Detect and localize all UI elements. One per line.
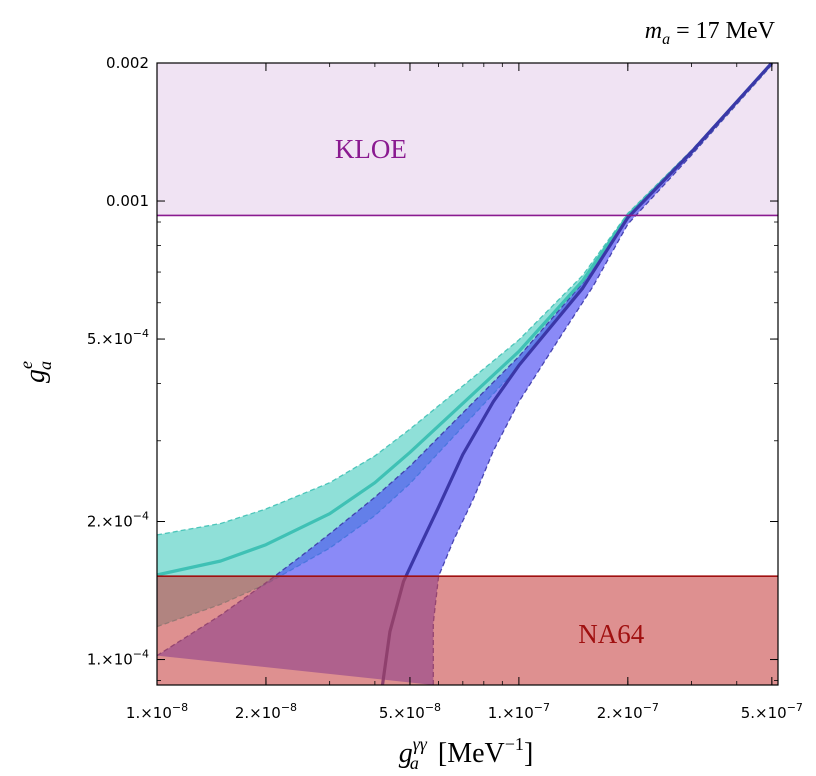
x-tick-mantissa: 1. xyxy=(126,704,140,722)
x-tick-exponent: −8 xyxy=(172,701,188,714)
x-tick-label: 5.×10−8 xyxy=(379,701,441,722)
region-labels: KLOE NA64 xyxy=(335,134,645,649)
y-tick-value: 0.002 xyxy=(106,54,149,72)
y-tick-mantissa: 1. xyxy=(87,651,101,669)
ylabel-var: g xyxy=(20,369,51,383)
title-rest: = 17 MeV xyxy=(670,18,776,44)
xlabel-close: ] xyxy=(524,738,533,769)
x-tick-times: ×10 xyxy=(393,704,425,722)
y-tick-mantissa: 5. xyxy=(87,330,101,348)
x-tick-exponent: −8 xyxy=(281,701,297,714)
xlabel-sup: γγ xyxy=(413,734,428,754)
y-tick-label: 1.×10−4 xyxy=(87,648,149,669)
x-axis-label: gγγ a [MeV−1] xyxy=(399,734,534,773)
xlabel-var: g xyxy=(399,738,413,769)
x-tick-exponent: −8 xyxy=(425,701,441,714)
plot-frame xyxy=(156,62,779,686)
y-tick-times: ×10 xyxy=(101,330,133,348)
x-tick-times: ×10 xyxy=(249,704,281,722)
x-tick-times: ×10 xyxy=(140,704,172,722)
title-var: m xyxy=(645,18,662,44)
y-tick-label: 2.×10−4 xyxy=(87,510,149,531)
chart-title: ma = 17 MeV xyxy=(645,18,776,48)
x-tick-times: ×10 xyxy=(502,704,534,722)
x-tick-exponent: −7 xyxy=(643,701,659,714)
x-tick-times: ×10 xyxy=(755,704,787,722)
xlabel-unit-sup: −1 xyxy=(505,734,524,754)
x-tick-label: 2.×10−8 xyxy=(235,701,297,722)
y-axis-label: gea xyxy=(16,361,55,383)
y-tick-label: 0.001 xyxy=(106,192,149,210)
y-tick-value: 0.001 xyxy=(106,192,149,210)
x-tick-mantissa: 5. xyxy=(741,704,755,722)
xlabel-sub: a xyxy=(410,753,419,773)
x-tick-mantissa: 5. xyxy=(379,704,393,722)
x-tick-label: 1.×10−7 xyxy=(488,701,550,722)
constraint-regions xyxy=(157,63,778,216)
x-tick-label: 1.×10−8 xyxy=(126,701,188,722)
y-tick-label: 5.×10−4 xyxy=(87,327,149,348)
x-tick-label: 2.×10−7 xyxy=(597,701,659,722)
y-tick-mantissa: 2. xyxy=(87,513,101,531)
y-tick-times: ×10 xyxy=(101,513,133,531)
ylabel-sup: e xyxy=(16,361,36,369)
x-tick-label: 5.×10−7 xyxy=(741,701,803,722)
y-tick-label: 0.002 xyxy=(106,54,149,72)
band-2-lower-edge xyxy=(432,64,773,685)
y-tick-times: ×10 xyxy=(101,651,133,669)
x-tick-mantissa: 2. xyxy=(235,704,249,722)
y-tick-exponent: −4 xyxy=(133,510,149,523)
region-edge-lines xyxy=(157,214,778,685)
na64-region xyxy=(157,576,778,685)
y-tick-exponent: −4 xyxy=(133,327,149,340)
title-sub: a xyxy=(662,31,670,48)
ylabel-sub: a xyxy=(35,361,55,370)
x-tick-mantissa: 2. xyxy=(597,704,611,722)
x-tick-exponent: −7 xyxy=(787,701,803,714)
kloe-region xyxy=(157,63,778,216)
x-axis-ticks: 1.×10−8 2.×10−8 5.×10−8 1.×10−7 2.×10−7 5.×10… xyxy=(126,63,803,722)
x-tick-times: ×10 xyxy=(611,704,643,722)
na64-label: NA64 xyxy=(578,619,644,649)
xlabel-rest: [MeV xyxy=(431,738,505,769)
band-1 xyxy=(157,63,772,627)
y-tick-exponent: −4 xyxy=(133,648,149,661)
x-tick-mantissa: 1. xyxy=(488,704,502,722)
x-tick-exponent: −7 xyxy=(534,701,550,714)
kloe-label: KLOE xyxy=(335,134,407,164)
